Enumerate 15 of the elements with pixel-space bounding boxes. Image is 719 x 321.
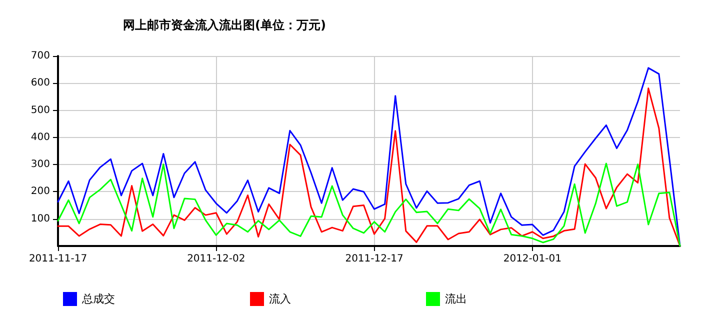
y-tick-label: 500 — [30, 104, 50, 116]
y-tick-label: 700 — [30, 50, 50, 62]
y-tick-label: 300 — [30, 159, 50, 170]
x-tick-label: 2011-12-17 — [345, 254, 404, 264]
x-tick-label: 2011-12-02 — [187, 254, 246, 264]
chart-title: 网上邮市资金流入流出图(单位：万元) — [123, 18, 326, 32]
y-tick-label: 400 — [30, 132, 50, 143]
legend-label: 流出 — [445, 292, 467, 306]
legend-label: 总成交 — [81, 292, 115, 306]
x-tick-label: 2011-11-17 — [28, 254, 88, 264]
y-tick-label: 200 — [30, 186, 50, 198]
y-tick-label: 600 — [30, 78, 50, 89]
x-tick-label: 2012-01-01 — [503, 254, 562, 264]
y-tick-label: 100 — [30, 213, 50, 224]
legend-label: 流入 — [269, 292, 291, 306]
